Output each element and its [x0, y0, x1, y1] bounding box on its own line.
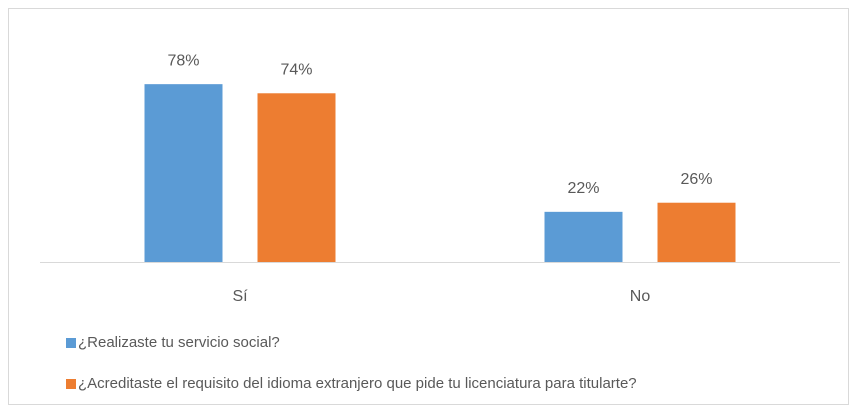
bar — [544, 211, 623, 262]
x-tick-label: No — [630, 288, 651, 305]
value-label: 74% — [280, 61, 312, 78]
legend-label: ¿Realizaste tu servicio social? — [78, 334, 280, 351]
x-tick-label: Sí — [232, 288, 248, 305]
value-label: 22% — [567, 180, 599, 197]
bar — [257, 93, 336, 262]
value-label: 26% — [680, 171, 712, 188]
legend-label: ¿Acreditaste el requisito del idioma ext… — [78, 375, 637, 392]
value-label: 78% — [167, 52, 199, 69]
bar — [144, 84, 223, 262]
legend-swatch — [66, 338, 76, 348]
legend-swatch — [66, 379, 76, 389]
bar — [657, 202, 736, 262]
